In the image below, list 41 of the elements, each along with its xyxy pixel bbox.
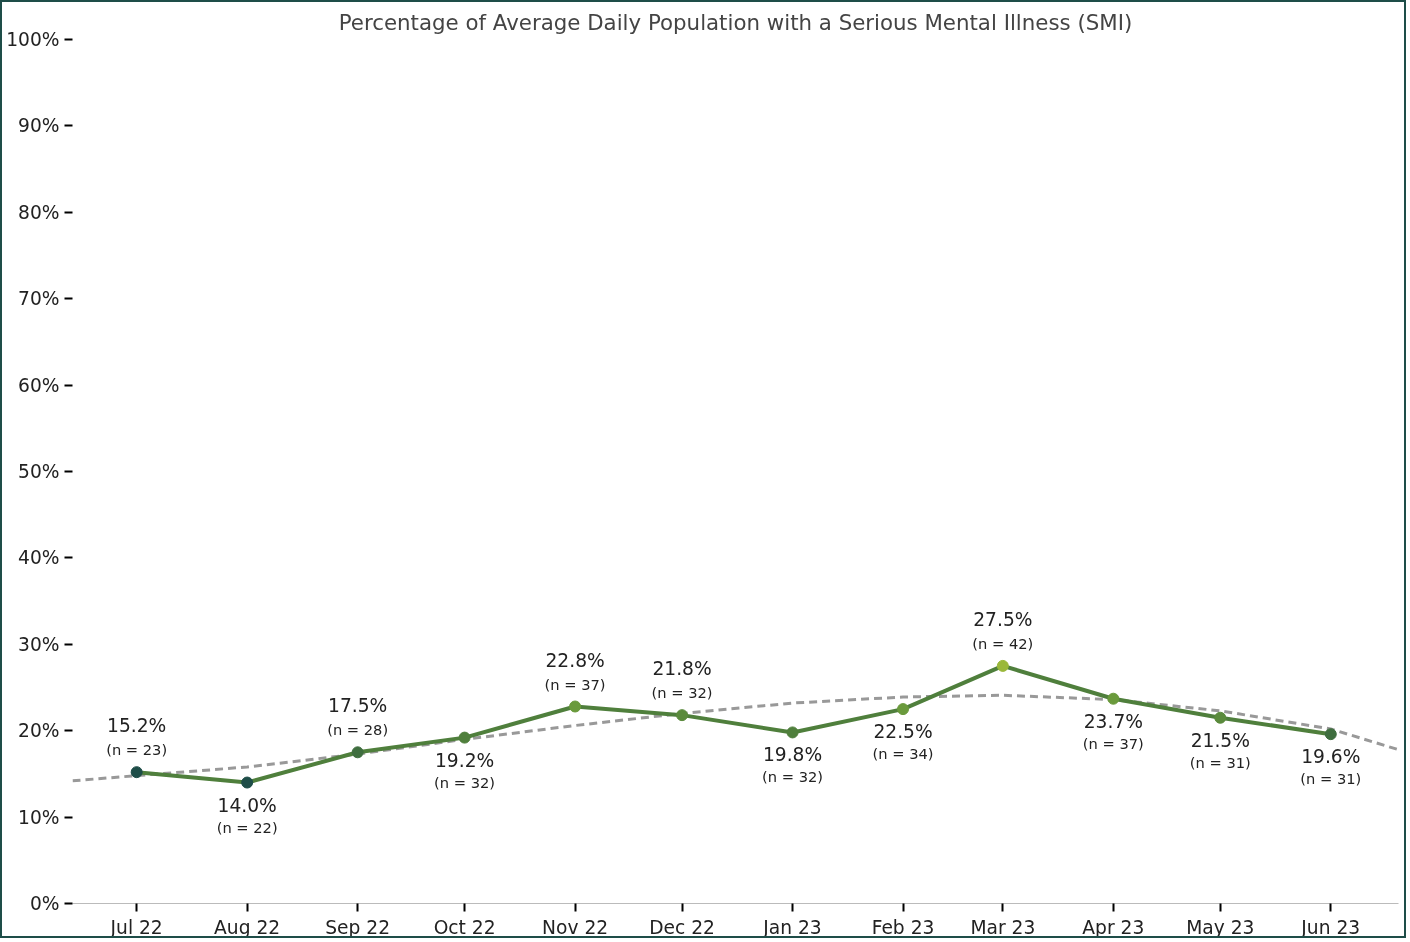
point: [130, 766, 143, 779]
data-label: 27.5% (n = 42): [972, 608, 1034, 652]
data-label: 19.8% (n = 32): [762, 744, 824, 786]
point: [241, 776, 254, 789]
x-tick-label: Dec 22: [649, 916, 715, 938]
x-tick-label: Feb 23: [871, 916, 935, 938]
point: [569, 700, 582, 713]
x-tick-label: Nov 22: [542, 916, 609, 938]
x-tick-label: Mar 23: [970, 916, 1036, 938]
point: [458, 731, 471, 744]
y-tick-label: 70%: [18, 288, 60, 310]
x-tick-label: Oct 22: [433, 916, 496, 938]
data-label: 19.2% (n = 32): [434, 749, 496, 791]
point: [1324, 728, 1337, 741]
point: [1214, 711, 1227, 724]
y-tick-label: 10%: [18, 806, 60, 828]
data-label: 23.7% (n = 37): [1082, 710, 1144, 752]
data-label: 22.5% (n = 34): [872, 721, 934, 763]
data-label: 15.2% (n = 23): [106, 715, 168, 759]
y-tick-label: 90%: [18, 115, 60, 137]
y-tick-label: 50%: [18, 461, 60, 482]
y-tick-label: 0%: [29, 893, 60, 914]
point: [1107, 692, 1120, 705]
point: [676, 709, 689, 722]
point: [786, 726, 799, 739]
point: [996, 659, 1009, 672]
y-tick-label: 20%: [18, 720, 60, 742]
data-label: 22.8% (n = 37): [544, 649, 606, 693]
point: [351, 746, 364, 759]
data-label: 19.6% (n = 31): [1300, 746, 1362, 788]
data-label: 21.5% (n = 31): [1189, 729, 1251, 771]
point: [897, 703, 910, 716]
data-label: 14.0% (n = 22): [216, 794, 278, 836]
y-tick-label: 80%: [18, 201, 60, 223]
y-tick-label: 40%: [18, 547, 60, 569]
y-tick-label: 60%: [18, 374, 60, 396]
chart-title: Percentage of Average Daily Population with a Serious Mental Illness (SMI): [338, 9, 1133, 35]
data-label: 17.5% (n = 28): [327, 695, 389, 739]
y-tick-label: 30%: [18, 633, 60, 655]
y-tick-label: 100%: [6, 29, 60, 50]
data-label: 21.8% (n = 32): [651, 658, 713, 702]
